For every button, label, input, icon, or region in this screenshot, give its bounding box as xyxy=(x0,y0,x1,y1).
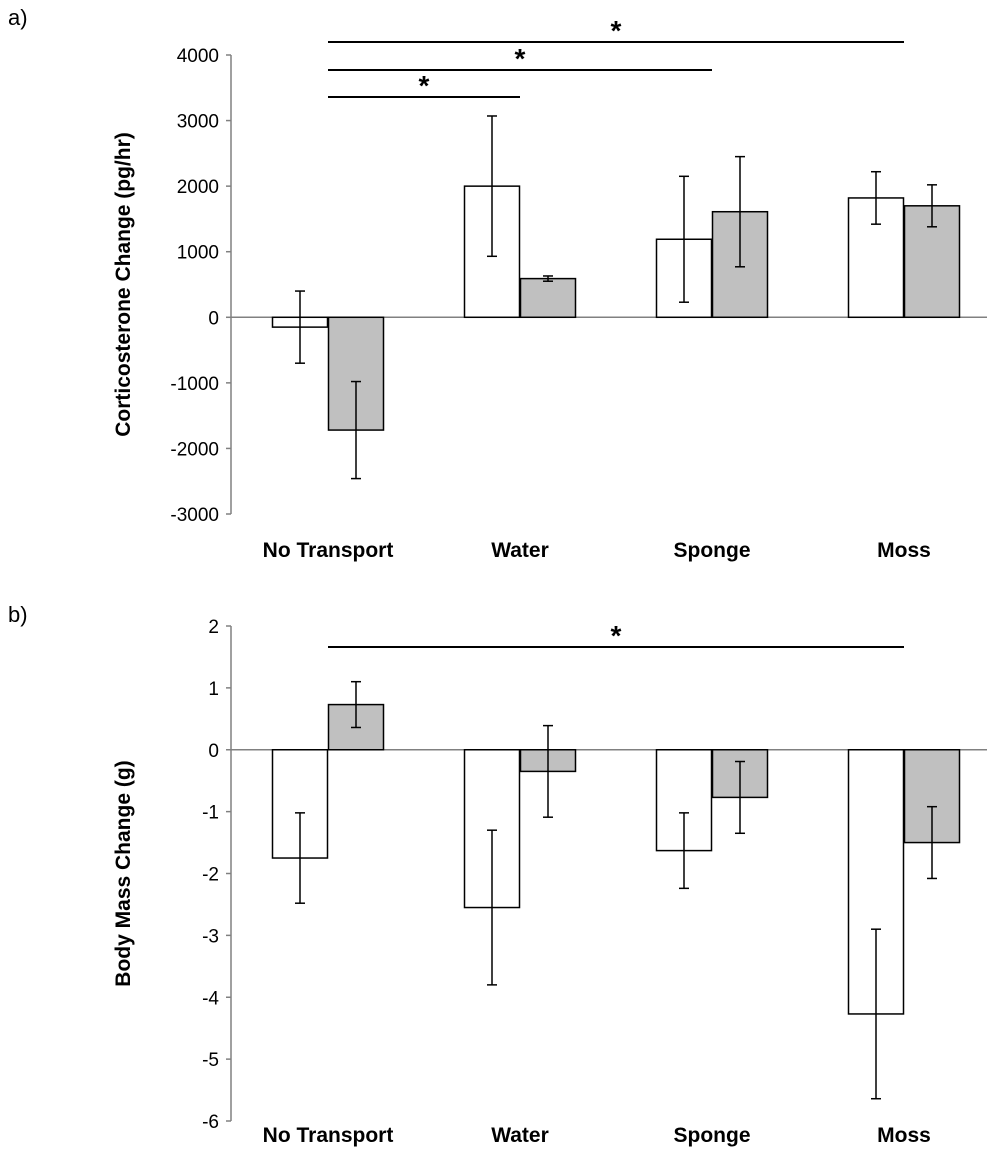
y-axis-title: Corticosterone Change (pg/hr) xyxy=(112,132,135,437)
y-tick-label: -4 xyxy=(202,988,219,1009)
significance-star: * xyxy=(515,43,526,74)
y-tick-label: -6 xyxy=(202,1112,219,1133)
y-tick-label: -5 xyxy=(202,1050,219,1071)
x-category-label: No Transport xyxy=(263,539,394,562)
y-tick-label: 1 xyxy=(208,679,219,700)
x-category-label: Water xyxy=(491,539,549,562)
x-category-label: No Transport xyxy=(263,1124,394,1147)
y-tick-label: 4000 xyxy=(177,46,219,67)
y-tick-label: 3000 xyxy=(177,112,219,133)
panel-label: a) xyxy=(8,5,28,30)
y-tick-label: 1000 xyxy=(177,243,219,264)
y-tick-label: -2000 xyxy=(170,439,219,460)
panel-b-chart: b) 2 1 0 -1 -2 -3 -4 -5 -6 Body Mass Change (g) No … xyxy=(8,602,987,1147)
significance-star: * xyxy=(611,620,622,651)
y-tick-label: -1000 xyxy=(170,374,219,395)
panel-label: b) xyxy=(8,602,28,627)
x-category-label: Moss xyxy=(877,1124,931,1147)
x-category-label: Sponge xyxy=(674,1124,751,1147)
y-tick-label: -3 xyxy=(202,926,219,947)
y-axis-title: Body Mass Change (g) xyxy=(112,760,135,986)
y-tick-label: 0 xyxy=(208,308,219,329)
x-category-label: Water xyxy=(491,1124,549,1147)
y-tick-label: 0 xyxy=(208,741,219,762)
y-tick-label: 2000 xyxy=(177,177,219,198)
y-tick-label: -1 xyxy=(202,803,219,824)
panel-a-chart: a) 4000 3000 2000 1000 0 -1000 -2000 -3000 Cortic… xyxy=(8,5,987,562)
x-category-label: Moss xyxy=(877,539,931,562)
significance-star: * xyxy=(419,70,430,101)
y-tick-label: -2 xyxy=(202,865,219,886)
bar-series-2 xyxy=(519,277,577,319)
y-tick-label: 2 xyxy=(208,617,219,638)
significance-star: * xyxy=(611,15,622,46)
x-category-label: Sponge xyxy=(674,539,751,562)
y-tick-label: -3000 xyxy=(170,505,219,526)
